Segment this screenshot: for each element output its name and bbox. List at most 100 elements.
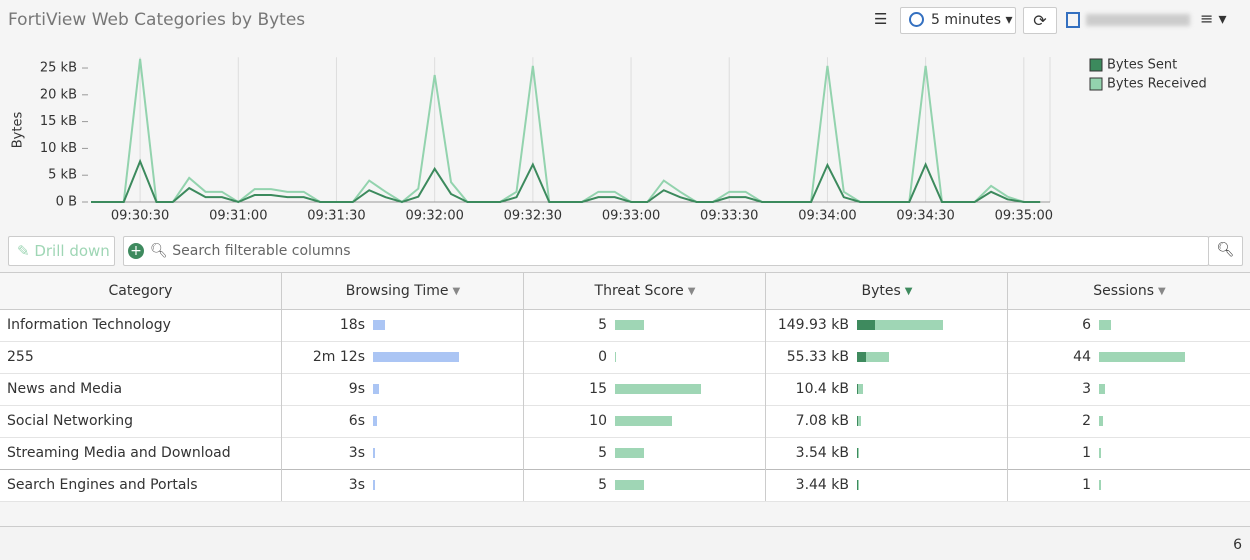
sessions-text: 1	[1082, 477, 1091, 493]
cell-border	[523, 405, 524, 437]
category-cell: Social Networking	[7, 413, 134, 429]
sessions-text: 3	[1082, 381, 1091, 397]
cell-border	[1007, 373, 1008, 405]
category-cell: Search Engines and Portals	[7, 477, 198, 493]
cell-border	[1007, 437, 1008, 469]
sessions-text: 1	[1082, 445, 1091, 461]
cell-border	[1007, 341, 1008, 373]
sessions-text: 6	[1082, 317, 1091, 333]
bytes-bar	[857, 352, 889, 362]
threat-score-text: 10	[589, 413, 607, 429]
column-header[interactable]: Sessions ▼	[1007, 273, 1250, 309]
series-line	[91, 58, 1041, 204]
cell-border	[281, 373, 282, 405]
y-tick-label: 5 kB	[48, 168, 77, 183]
threat-score-bar	[615, 448, 644, 458]
add-filter[interactable]: +	[128, 243, 144, 259]
row-count: 6	[1233, 537, 1242, 553]
legend-swatch	[1089, 58, 1103, 72]
browsing-time-bar	[373, 384, 379, 394]
threat-score-bar	[615, 480, 644, 490]
browsing-time-bar	[373, 352, 459, 362]
column-title: Browsing Time	[345, 283, 449, 299]
column-header[interactable]: Browsing Time ▼	[281, 273, 524, 309]
cell-border	[765, 341, 766, 373]
sessions-bar	[1099, 352, 1185, 362]
table-row[interactable]: Streaming Media and Download 3s 5 3.54 kB 1	[0, 437, 1250, 470]
browsing-time-bar	[373, 416, 377, 426]
table-row[interactable]: Social Networking 6s 10 7.08 kB 2	[0, 405, 1250, 438]
bytes-text: 55.33 kB	[786, 349, 849, 365]
sessions-bar	[1099, 448, 1101, 458]
x-tick-label: 09:34:00	[798, 209, 856, 224]
cell-border	[281, 469, 282, 501]
category-cell: News and Media	[7, 381, 123, 397]
legend-label: Bytes Sent	[1107, 58, 1177, 73]
bytes-bar	[857, 384, 863, 394]
browsing-time-text: 3s	[348, 477, 365, 493]
table-row[interactable]: Search Engines and Portals 3s 5 3.44 kB 1	[0, 469, 1250, 502]
search-box[interactable]: 🔍︎ Search filterable columns	[123, 236, 1209, 266]
cell-border	[523, 341, 524, 373]
cell-border	[523, 309, 524, 341]
table-row[interactable]: News and Media 9s 15 10.4 kB 3	[0, 373, 1250, 406]
y-tick-label: 10 kB	[40, 141, 77, 156]
cell-border	[765, 437, 766, 469]
sessions-bar	[1099, 416, 1103, 426]
cell-border	[523, 469, 524, 501]
column-header[interactable]: Threat Score ▼	[523, 273, 766, 309]
column-header[interactable]: Bytes ▼	[765, 273, 1008, 309]
table-row[interactable]: Information Technology 18s 5 149.93 kB 6	[0, 309, 1250, 342]
cell-border	[281, 437, 282, 469]
browsing-time-text: 6s	[348, 413, 365, 429]
cell-border	[281, 309, 282, 341]
browsing-time-bar	[373, 448, 375, 458]
bytes-text: 3.54 kB	[795, 445, 849, 461]
chart: Bytes 0 B 5 kB 10 kB 15 kB 20 kB 25 kB 09:30:3…	[11, 57, 1207, 224]
y-tick-label: 0 B	[56, 195, 77, 210]
time-range: 5 minutes	[931, 12, 1002, 28]
table: Category Browsing Time ▼ Threat Score ▼ Bytes…	[0, 272, 1250, 502]
bytes-sent-bar	[857, 416, 858, 426]
cell-border	[1007, 469, 1008, 501]
cell-border	[765, 373, 766, 405]
sort-arrow: ▼	[904, 285, 913, 297]
search-placeholder: Search filterable columns	[172, 243, 351, 259]
search-button[interactable]: 🔍︎	[1208, 236, 1243, 266]
sort-arrow: ▼	[452, 285, 461, 297]
sessions-text: 2	[1082, 413, 1091, 429]
refresh-button[interactable]: ⟳	[1023, 7, 1057, 34]
sessions-bar	[1099, 384, 1105, 394]
clock-icon	[909, 12, 924, 27]
threat-score-text: 5	[598, 445, 607, 461]
blurred-user	[1086, 14, 1190, 26]
sessions-bar	[1099, 480, 1101, 490]
x-tick-label: 09:33:00	[602, 209, 660, 224]
category-cell: Information Technology	[7, 317, 171, 333]
browsing-time-bar	[373, 320, 385, 330]
menu-button[interactable]: ≡ ▾	[1200, 9, 1227, 28]
legend-label: Bytes Received	[1107, 77, 1207, 92]
threat-score-text: 5	[598, 477, 607, 493]
bytes-text: 149.93 kB	[777, 317, 849, 333]
cell-border	[523, 437, 524, 469]
drill-down-button[interactable]: ✎ Drill down	[8, 236, 115, 266]
browsing-time-text: 9s	[348, 381, 365, 397]
threat-score-text: 15	[589, 381, 607, 397]
x-tick-label: 09:34:30	[896, 209, 954, 224]
x-tick-label: 09:32:30	[504, 209, 562, 224]
device-icon	[1066, 12, 1080, 28]
bytes-bar	[857, 320, 943, 330]
columns-icon[interactable]: ☰	[874, 10, 888, 28]
browsing-time-bar	[373, 480, 375, 490]
y-tick-label: 25 kB	[40, 61, 77, 76]
column-header[interactable]: Category	[0, 273, 281, 309]
header-row: Category Browsing Time ▼ Threat Score ▼ Bytes…	[0, 273, 1250, 310]
x-tick-label: 09:33:30	[700, 209, 758, 224]
category-cell: 255	[7, 349, 34, 365]
threat-score-bar	[615, 416, 673, 426]
threat-score-text: 0	[598, 349, 607, 365]
table-row[interactable]: 255 2m 12s 0 55.33 kB 44	[0, 341, 1250, 374]
y-axis-label: Bytes	[11, 112, 26, 149]
